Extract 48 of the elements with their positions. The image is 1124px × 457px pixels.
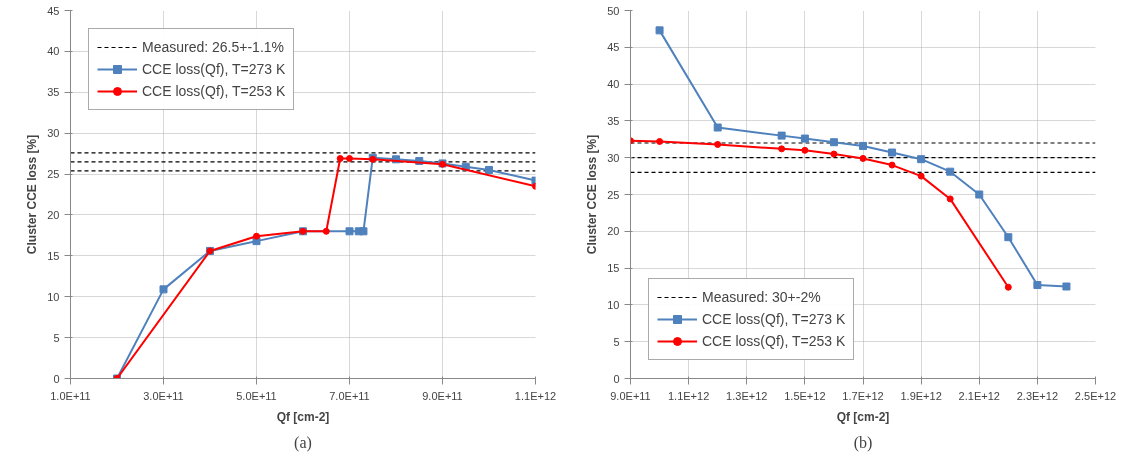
y-tick-label: 25 bbox=[607, 188, 620, 201]
x-tick-label: 1.1E+12 bbox=[514, 389, 557, 402]
y-axis-title: Cluster CCE loss [%] bbox=[585, 134, 600, 255]
x-tick-label: 3.0E+11 bbox=[143, 389, 184, 402]
y-tick-label: 30 bbox=[607, 151, 620, 164]
x-tick-label: 1.5E+12 bbox=[784, 389, 826, 402]
x-axis-title: Qf [cm-2] bbox=[836, 409, 890, 424]
y-tick-label: 45 bbox=[47, 4, 60, 17]
legend-label: Measured: 30+-2% bbox=[702, 289, 821, 305]
y-tick-label: 40 bbox=[47, 45, 60, 58]
y-tick-label: 45 bbox=[607, 41, 620, 54]
legend-label: CCE loss(Qf), T=253 K bbox=[142, 83, 286, 99]
x-tick-label: 1.3E+12 bbox=[726, 389, 768, 402]
y-tick-label: 10 bbox=[607, 298, 620, 311]
x-axis-title: Qf [cm-2] bbox=[276, 409, 330, 424]
y-tick-label: 15 bbox=[47, 249, 60, 262]
x-tick-label: 9.0E+11 bbox=[610, 389, 651, 402]
y-tick-label: 0 bbox=[53, 372, 60, 385]
y-tick-label: 30 bbox=[47, 127, 60, 140]
legend-label: Measured: 26.5+-1.1% bbox=[142, 39, 285, 55]
x-tick-label: 2.1E+12 bbox=[958, 389, 1000, 402]
x-tick-label: 7.0E+11 bbox=[329, 389, 370, 402]
y-tick-label: 5 bbox=[53, 331, 60, 344]
text: (a) bbox=[294, 433, 312, 452]
y-tick-label: 15 bbox=[607, 262, 620, 275]
y-axis-title: Cluster CCE loss [%] bbox=[25, 134, 40, 255]
x-tick-label: 1.0E+11 bbox=[50, 389, 91, 402]
text: (b) bbox=[853, 433, 873, 452]
legend-label: CCE loss(Qf), T=273 K bbox=[702, 311, 846, 327]
x-tick-label: 2.5E+12 bbox=[1074, 389, 1117, 402]
x-tick-label: 1.7E+12 bbox=[842, 389, 884, 402]
legend-label: CCE loss(Qf), T=253 K bbox=[702, 333, 846, 349]
x-tick-label: 1.1E+12 bbox=[667, 389, 710, 402]
y-tick-label: 50 bbox=[607, 4, 620, 17]
x-tick-label: 5.0E+11 bbox=[236, 389, 277, 402]
x-tick-label: 1.9E+12 bbox=[900, 389, 942, 402]
y-tick-label: 10 bbox=[47, 290, 60, 303]
y-tick-label: 40 bbox=[607, 78, 620, 91]
y-tick-label: 0 bbox=[613, 372, 620, 385]
x-tick-label: 9.0E+11 bbox=[422, 389, 463, 402]
legend-label: CCE loss(Qf), T=273 K bbox=[142, 61, 286, 77]
x-tick-label: 2.3E+12 bbox=[1016, 389, 1059, 402]
y-tick-label: 35 bbox=[47, 86, 60, 99]
y-tick-label: 5 bbox=[613, 335, 620, 348]
y-tick-label: 20 bbox=[47, 208, 60, 221]
y-tick-label: 20 bbox=[607, 225, 620, 238]
y-tick-label: 35 bbox=[607, 114, 620, 127]
y-tick-label: 25 bbox=[47, 168, 60, 181]
